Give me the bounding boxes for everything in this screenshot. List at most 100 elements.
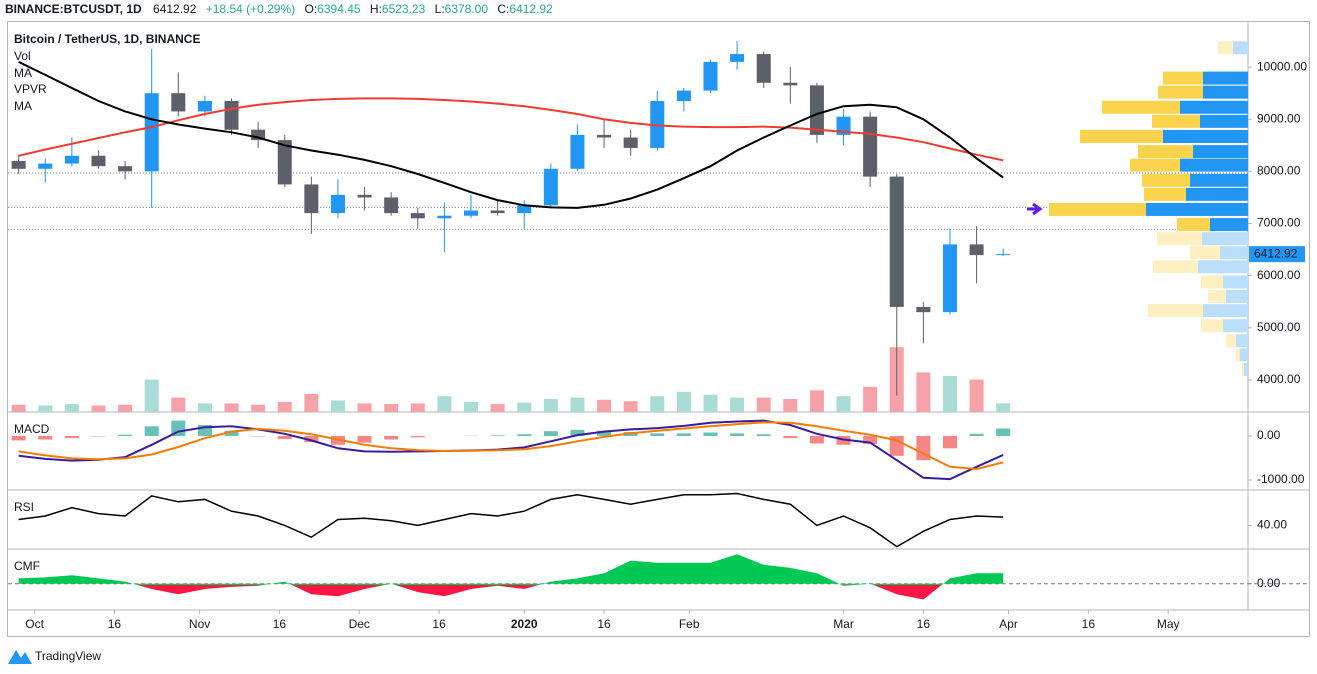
vpvr-down (1208, 290, 1226, 304)
macd-hist (676, 433, 691, 436)
pane-title: MACD (14, 422, 50, 436)
volume-bar (304, 394, 319, 412)
macd-hist (969, 433, 984, 436)
close-value: 6412.92 (509, 2, 553, 16)
x-tick-label: Dec (349, 617, 370, 631)
vpvr-up (1163, 129, 1248, 143)
vpvr-down (1049, 202, 1146, 216)
volume-bar (650, 396, 665, 412)
volume-bar (224, 403, 239, 412)
macd-hist (384, 435, 399, 440)
vpvr-up (1220, 246, 1248, 260)
vpvr-down (1148, 304, 1203, 318)
vpvr-up (1240, 348, 1248, 362)
macd-hist (730, 433, 745, 436)
vpvr-down (1153, 260, 1198, 274)
vpvr-down (1102, 100, 1180, 114)
vpvr-down (1177, 218, 1210, 232)
volume-bar (118, 404, 133, 412)
volume-bar (676, 391, 691, 412)
y-tick-label: 10000.00 (1257, 59, 1307, 73)
volume-bar (384, 404, 399, 412)
volume-bar (517, 402, 532, 412)
volume-bar (809, 390, 824, 412)
open-label: O: (305, 2, 318, 16)
candle-body (91, 155, 106, 167)
candle-body (464, 210, 479, 216)
y-tick-label: -1000.00 (1257, 472, 1305, 486)
candle-body (251, 129, 266, 141)
candle-body (730, 54, 745, 62)
candle-body (942, 244, 957, 313)
candle-body (118, 166, 133, 172)
vpvr-down (1236, 348, 1240, 362)
candle-body (996, 254, 1011, 256)
candle-body (384, 197, 399, 214)
vpvr-up (1203, 71, 1248, 85)
candle-body (304, 184, 319, 214)
candle-body (570, 134, 585, 169)
frame-border (7, 21, 1310, 637)
candle-body (756, 54, 771, 83)
macd-hist (11, 435, 26, 441)
candle-body (676, 90, 691, 102)
candle-body (64, 155, 79, 164)
high-label: H: (370, 2, 382, 16)
volume-bar (11, 404, 26, 412)
vpvr-up (1203, 85, 1248, 99)
vpvr-up (1244, 363, 1248, 377)
logo-icon (8, 650, 32, 664)
volume-bar (942, 376, 957, 412)
volume-bar (730, 397, 745, 412)
volume-bar (197, 403, 212, 412)
low-value: 6378.00 (445, 2, 489, 16)
volume-bar (64, 404, 79, 412)
volume-bar (357, 403, 372, 412)
macd-hist (996, 428, 1011, 436)
legend-vpvr: VPVR (14, 82, 47, 96)
vpvr-up (1236, 334, 1248, 348)
close-label: C: (497, 2, 509, 16)
macd-hist (650, 433, 665, 436)
vpvr-down (1080, 129, 1163, 143)
candle-body (277, 140, 292, 185)
y-tick-label: 0.00 (1257, 428, 1281, 442)
macd-hist (144, 426, 159, 436)
candle-body (490, 210, 505, 214)
candle-body (916, 306, 931, 313)
volume-bar (597, 399, 612, 412)
high-value: 6523.23 (382, 2, 426, 16)
macd-line (18, 421, 1004, 471)
vpvr-up (1203, 304, 1248, 318)
volume-bar (623, 401, 638, 412)
chart-title: Bitcoin / TetherUS, 1D, BINANCE (14, 32, 200, 46)
volume-bar (703, 394, 718, 412)
candle-body (623, 137, 638, 148)
vpvr-up (1210, 218, 1248, 232)
volume-bar (437, 396, 452, 412)
candle-body (836, 116, 851, 135)
vpvr-down (1144, 187, 1186, 201)
logo: TradingView (8, 649, 101, 664)
vpvr-down (1158, 85, 1203, 99)
macd-hist (357, 435, 372, 443)
volume-bar (251, 404, 266, 412)
macd-hist (783, 435, 798, 439)
pane-title: CMF (14, 559, 40, 573)
legend-ma: MA (14, 66, 32, 80)
macd-hist (64, 435, 79, 439)
macd-hist (703, 432, 718, 436)
candle-body (650, 101, 665, 148)
volume-bar (783, 399, 798, 412)
vpvr-down (1157, 232, 1202, 246)
last-price-tag (1249, 246, 1305, 263)
candle-body (809, 85, 824, 135)
vpvr-up (1180, 100, 1248, 114)
pane-title: RSI (14, 500, 34, 514)
vpvr-down (1201, 275, 1223, 289)
volume-bar (144, 379, 159, 412)
ma-line (18, 61, 1004, 209)
macd-hist (889, 435, 904, 456)
macd-hist (490, 435, 505, 436)
macd-hist (756, 434, 771, 436)
